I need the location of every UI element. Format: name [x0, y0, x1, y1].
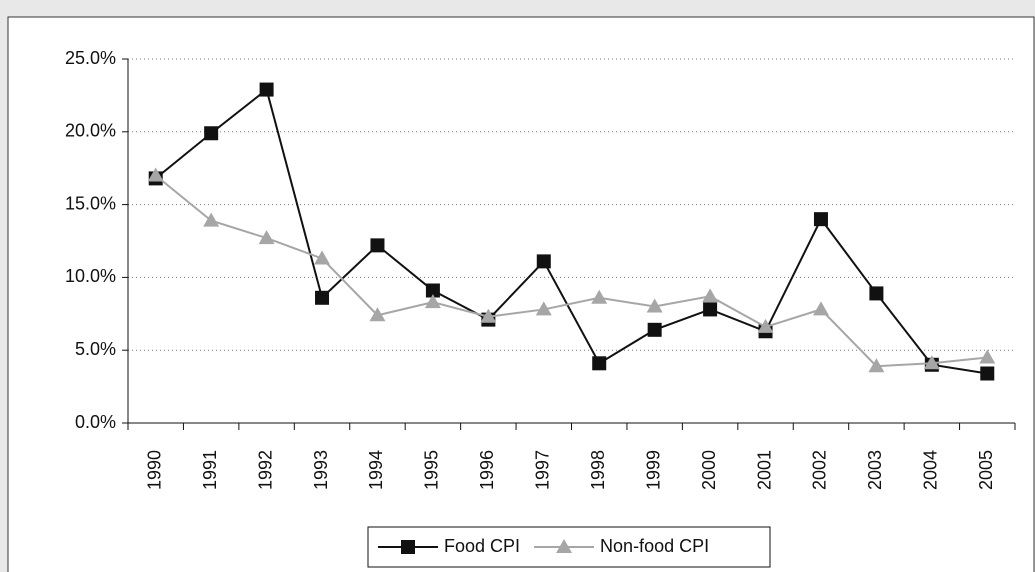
marker — [980, 366, 995, 381]
marker — [147, 167, 164, 182]
legend-label: Non-food CPI — [600, 536, 709, 556]
marker — [536, 254, 551, 269]
y-tick-label: 0.0% — [75, 412, 116, 432]
marker — [591, 289, 608, 304]
marker — [204, 126, 219, 141]
marker — [535, 301, 552, 316]
marker — [813, 212, 828, 227]
marker — [369, 307, 386, 322]
y-tick-label: 10.0% — [65, 266, 116, 286]
marker — [703, 302, 718, 317]
y-tick-label: 25.0% — [65, 48, 116, 68]
marker — [869, 286, 884, 301]
x-tick-label: 1990 — [144, 450, 164, 490]
marker — [702, 288, 719, 303]
marker — [480, 308, 497, 323]
marker — [646, 298, 663, 313]
y-tick-label: 5.0% — [75, 339, 116, 359]
x-tick-label: 1997 — [533, 450, 553, 490]
marker — [923, 355, 940, 370]
x-tick-label: 1994 — [366, 450, 386, 490]
marker — [592, 356, 607, 371]
x-tick-label: 2001 — [754, 450, 774, 490]
marker — [258, 230, 275, 245]
marker — [203, 212, 220, 227]
x-tick-label: 2000 — [699, 450, 719, 490]
y-tick-label: 15.0% — [65, 193, 116, 213]
marker — [425, 283, 440, 298]
x-tick-label: 1993 — [311, 450, 331, 490]
marker — [424, 294, 441, 309]
marker — [556, 539, 573, 553]
x-tick-label: 1991 — [200, 450, 220, 490]
y-tick-label: 20.0% — [65, 121, 116, 141]
series-line — [155, 87, 988, 375]
marker — [757, 318, 774, 333]
x-tick-label: 1998 — [588, 450, 608, 490]
chart-panel — [7, 16, 1035, 572]
marker — [315, 290, 330, 305]
x-tick-label: 2004 — [921, 450, 941, 490]
x-tick-label: 1996 — [477, 450, 497, 490]
x-tick-label: 2002 — [810, 450, 830, 490]
marker — [259, 82, 274, 97]
marker — [868, 358, 885, 373]
marker — [812, 301, 829, 316]
x-tick-label: 2005 — [976, 450, 996, 490]
x-tick-label: 1992 — [255, 450, 275, 490]
x-tick-label: 1999 — [643, 450, 663, 490]
marker — [401, 540, 415, 554]
x-tick-label: 2003 — [865, 450, 885, 490]
series-line — [155, 174, 988, 368]
legend-label: Food CPI — [444, 536, 520, 556]
marker — [314, 250, 331, 265]
marker — [979, 349, 996, 364]
marker — [370, 238, 385, 253]
marker — [647, 322, 662, 337]
x-tick-label: 1995 — [422, 450, 442, 490]
